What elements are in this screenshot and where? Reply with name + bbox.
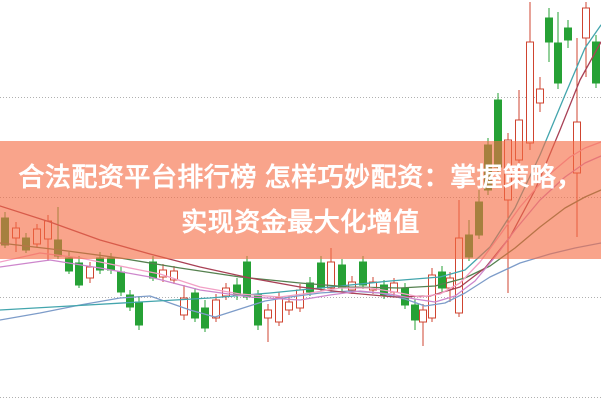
candle-up	[170, 270, 178, 281]
ma-teal	[0, 24, 601, 311]
candle-down	[338, 264, 346, 289]
candle-down	[201, 307, 209, 329]
candle-down	[592, 41, 600, 84]
candle-down	[65, 257, 73, 272]
candle-up	[275, 297, 283, 323]
candle-down	[254, 294, 262, 326]
candle-down	[359, 261, 367, 286]
candle-up	[86, 266, 94, 279]
candle-down	[75, 262, 83, 286]
candle-down	[438, 271, 446, 289]
candle-down	[545, 17, 553, 43]
candle-up	[327, 261, 335, 289]
candle-up	[212, 299, 220, 319]
ma-steelblue-slow	[0, 242, 601, 321]
candle-up	[264, 309, 272, 319]
candle-down	[135, 301, 143, 326]
candle-up	[348, 281, 356, 291]
candle-up	[419, 309, 427, 323]
candle-down	[411, 304, 419, 321]
headline-line-2: 实现资金最大化增值	[181, 207, 420, 237]
headline-banner: 合法配资平台排行榜 怎样巧妙配资：掌握策略， 实现资金最大化增值	[0, 141, 601, 259]
candle-down	[243, 261, 251, 298]
candle-down	[564, 27, 572, 41]
candle-up	[369, 281, 377, 291]
candle-up	[285, 301, 293, 311]
candle-down	[126, 294, 134, 308]
candle-up	[526, 41, 534, 144]
candle-up	[536, 88, 544, 104]
candle-down	[117, 271, 125, 293]
headline-line-1: 合法配资平台排行榜 怎样巧妙配资：掌握策略，	[18, 162, 583, 192]
candle-down	[191, 292, 199, 319]
candle-up	[582, 7, 590, 39]
candle-down	[554, 42, 562, 84]
